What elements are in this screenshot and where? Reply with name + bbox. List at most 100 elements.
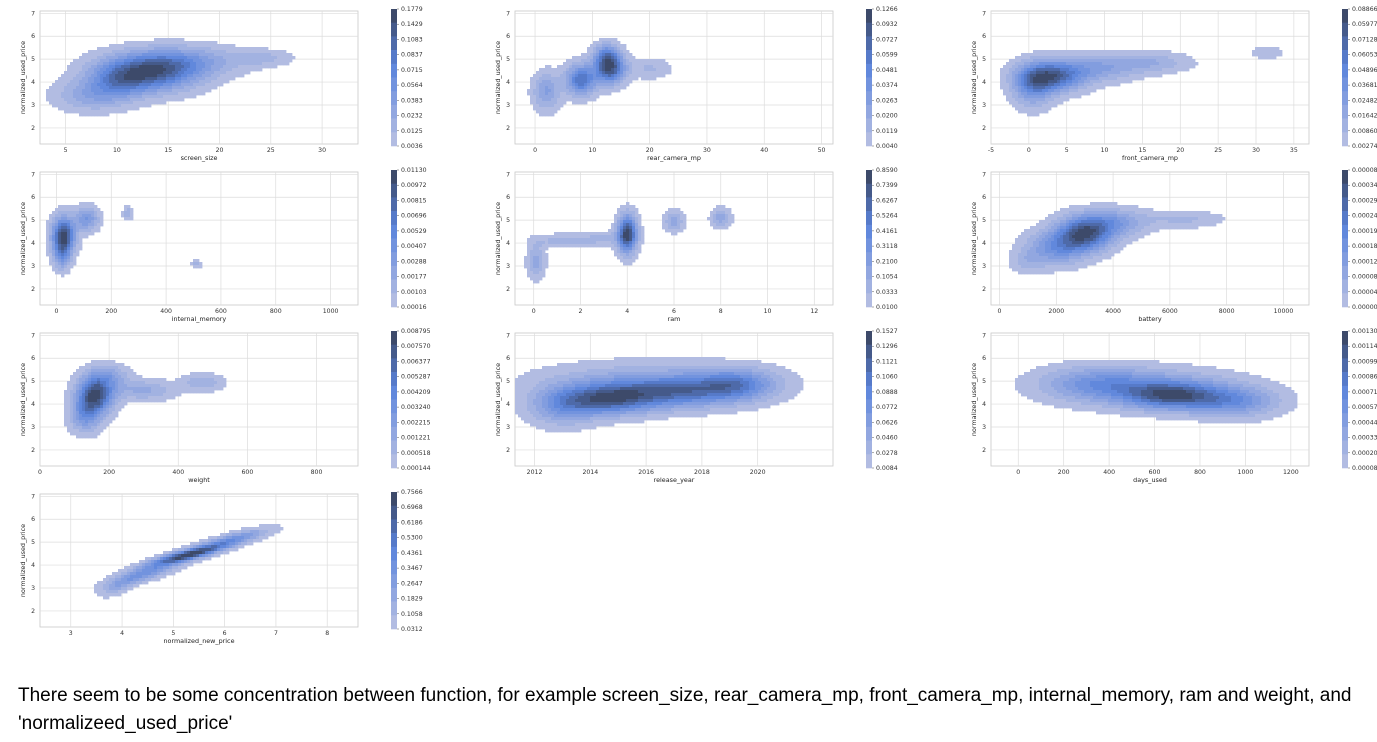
kde-cell bbox=[67, 98, 71, 102]
kde-cell bbox=[605, 68, 609, 72]
kde-cell bbox=[1030, 65, 1034, 69]
kde-cell bbox=[160, 83, 164, 87]
kde-cell bbox=[539, 241, 543, 245]
kde-cell bbox=[1087, 89, 1091, 93]
kde-cell bbox=[118, 47, 122, 51]
kde-cell bbox=[1063, 253, 1067, 257]
kde-cell bbox=[64, 232, 68, 236]
kde-cell bbox=[1078, 256, 1082, 260]
kde-cell bbox=[578, 86, 582, 90]
kde-cell bbox=[61, 247, 65, 251]
kde-cell bbox=[139, 41, 143, 45]
kde-cell bbox=[1063, 77, 1067, 81]
kde-cell bbox=[1024, 92, 1028, 96]
kde-cell bbox=[551, 86, 555, 90]
kde-cell bbox=[569, 238, 573, 242]
kde-cell bbox=[241, 53, 245, 57]
kde-cell bbox=[94, 208, 98, 212]
kde-cell bbox=[64, 256, 68, 260]
kde-cell bbox=[265, 59, 269, 63]
colorbar-segment bbox=[866, 197, 872, 212]
kde-cell bbox=[731, 214, 735, 218]
kde-cell bbox=[1090, 238, 1094, 242]
kde-cell bbox=[1108, 247, 1112, 251]
kde-cell bbox=[1165, 71, 1169, 75]
kde-cell bbox=[1156, 211, 1160, 215]
kde-cell bbox=[1021, 259, 1025, 263]
kde-cell bbox=[184, 41, 188, 45]
kde-cell bbox=[614, 235, 618, 239]
kde-cell bbox=[100, 220, 104, 224]
kde-cell bbox=[638, 68, 642, 72]
kde-cell bbox=[542, 83, 546, 87]
kde-cell bbox=[530, 259, 534, 263]
kde-cell bbox=[530, 235, 534, 239]
kde-cell bbox=[1150, 223, 1154, 227]
kde-cell bbox=[722, 214, 726, 218]
kde-cell bbox=[226, 77, 230, 81]
kde-cell bbox=[1054, 256, 1058, 260]
kde-cell bbox=[1135, 217, 1139, 221]
kde-cell bbox=[632, 71, 636, 75]
kde-cell bbox=[1042, 65, 1046, 69]
kde-cell bbox=[602, 86, 606, 90]
colorbar-tick-label: 0.4161 bbox=[876, 228, 898, 235]
y-tick-label: 2 bbox=[982, 125, 986, 132]
kde-cell bbox=[1093, 238, 1097, 242]
kde-cell bbox=[572, 98, 576, 102]
kde-cell bbox=[103, 77, 107, 81]
kde-cell bbox=[1141, 226, 1145, 230]
kde-cell bbox=[1123, 80, 1127, 84]
kde-cell bbox=[157, 41, 161, 45]
kde-cell bbox=[100, 113, 104, 117]
kde-cell bbox=[1114, 226, 1118, 230]
kde-cell bbox=[1120, 62, 1124, 66]
kde-cell bbox=[557, 86, 561, 90]
kde-cell bbox=[1090, 226, 1094, 230]
kde-cell bbox=[536, 89, 540, 93]
kde-cell bbox=[1015, 89, 1019, 93]
kde-cell bbox=[1090, 74, 1094, 78]
kde-cell bbox=[169, 41, 173, 45]
kde-cell bbox=[1066, 220, 1070, 224]
kde-cell bbox=[103, 360, 107, 364]
kde-cell bbox=[566, 89, 570, 93]
kde-cell bbox=[629, 238, 633, 242]
kde-cell bbox=[163, 62, 167, 66]
kde-cell bbox=[49, 220, 53, 224]
x-tick-label: 8 bbox=[719, 308, 723, 315]
kde-cell bbox=[79, 59, 83, 63]
kde-cell bbox=[602, 71, 606, 75]
kde-cell bbox=[199, 65, 203, 69]
kde-cell bbox=[1042, 268, 1046, 272]
kde-cell bbox=[175, 50, 179, 54]
kde-cell bbox=[602, 44, 606, 48]
kde-cell bbox=[1087, 217, 1091, 221]
kde-cell bbox=[1081, 229, 1085, 233]
kde-cell bbox=[133, 98, 137, 102]
kde-cell bbox=[548, 113, 552, 117]
kde-cell bbox=[121, 95, 125, 99]
kde-cell bbox=[1078, 220, 1082, 224]
kde-cell bbox=[1087, 262, 1091, 266]
kde-cell bbox=[1156, 53, 1160, 57]
kde-cell bbox=[632, 244, 636, 248]
kde-cell bbox=[1111, 232, 1115, 236]
kde-cell bbox=[560, 95, 564, 99]
kde-cell bbox=[662, 71, 666, 75]
kde-cell bbox=[121, 101, 125, 105]
kde-cell bbox=[644, 59, 648, 63]
kde-cell bbox=[605, 89, 609, 93]
kde-cell bbox=[581, 89, 585, 93]
kde-cell bbox=[1042, 101, 1046, 105]
kde-cell bbox=[1186, 68, 1190, 72]
kde-cell bbox=[1054, 83, 1058, 87]
kde-cell bbox=[1255, 50, 1259, 54]
kde-cell bbox=[1108, 71, 1112, 75]
kde-cell bbox=[1069, 92, 1073, 96]
colorbar-tick-label: 0.0000818 bbox=[1352, 274, 1377, 281]
kde-cell bbox=[163, 83, 167, 87]
kde-cell bbox=[52, 247, 56, 251]
kde-cell bbox=[142, 89, 146, 93]
kde-cell bbox=[1042, 244, 1046, 248]
